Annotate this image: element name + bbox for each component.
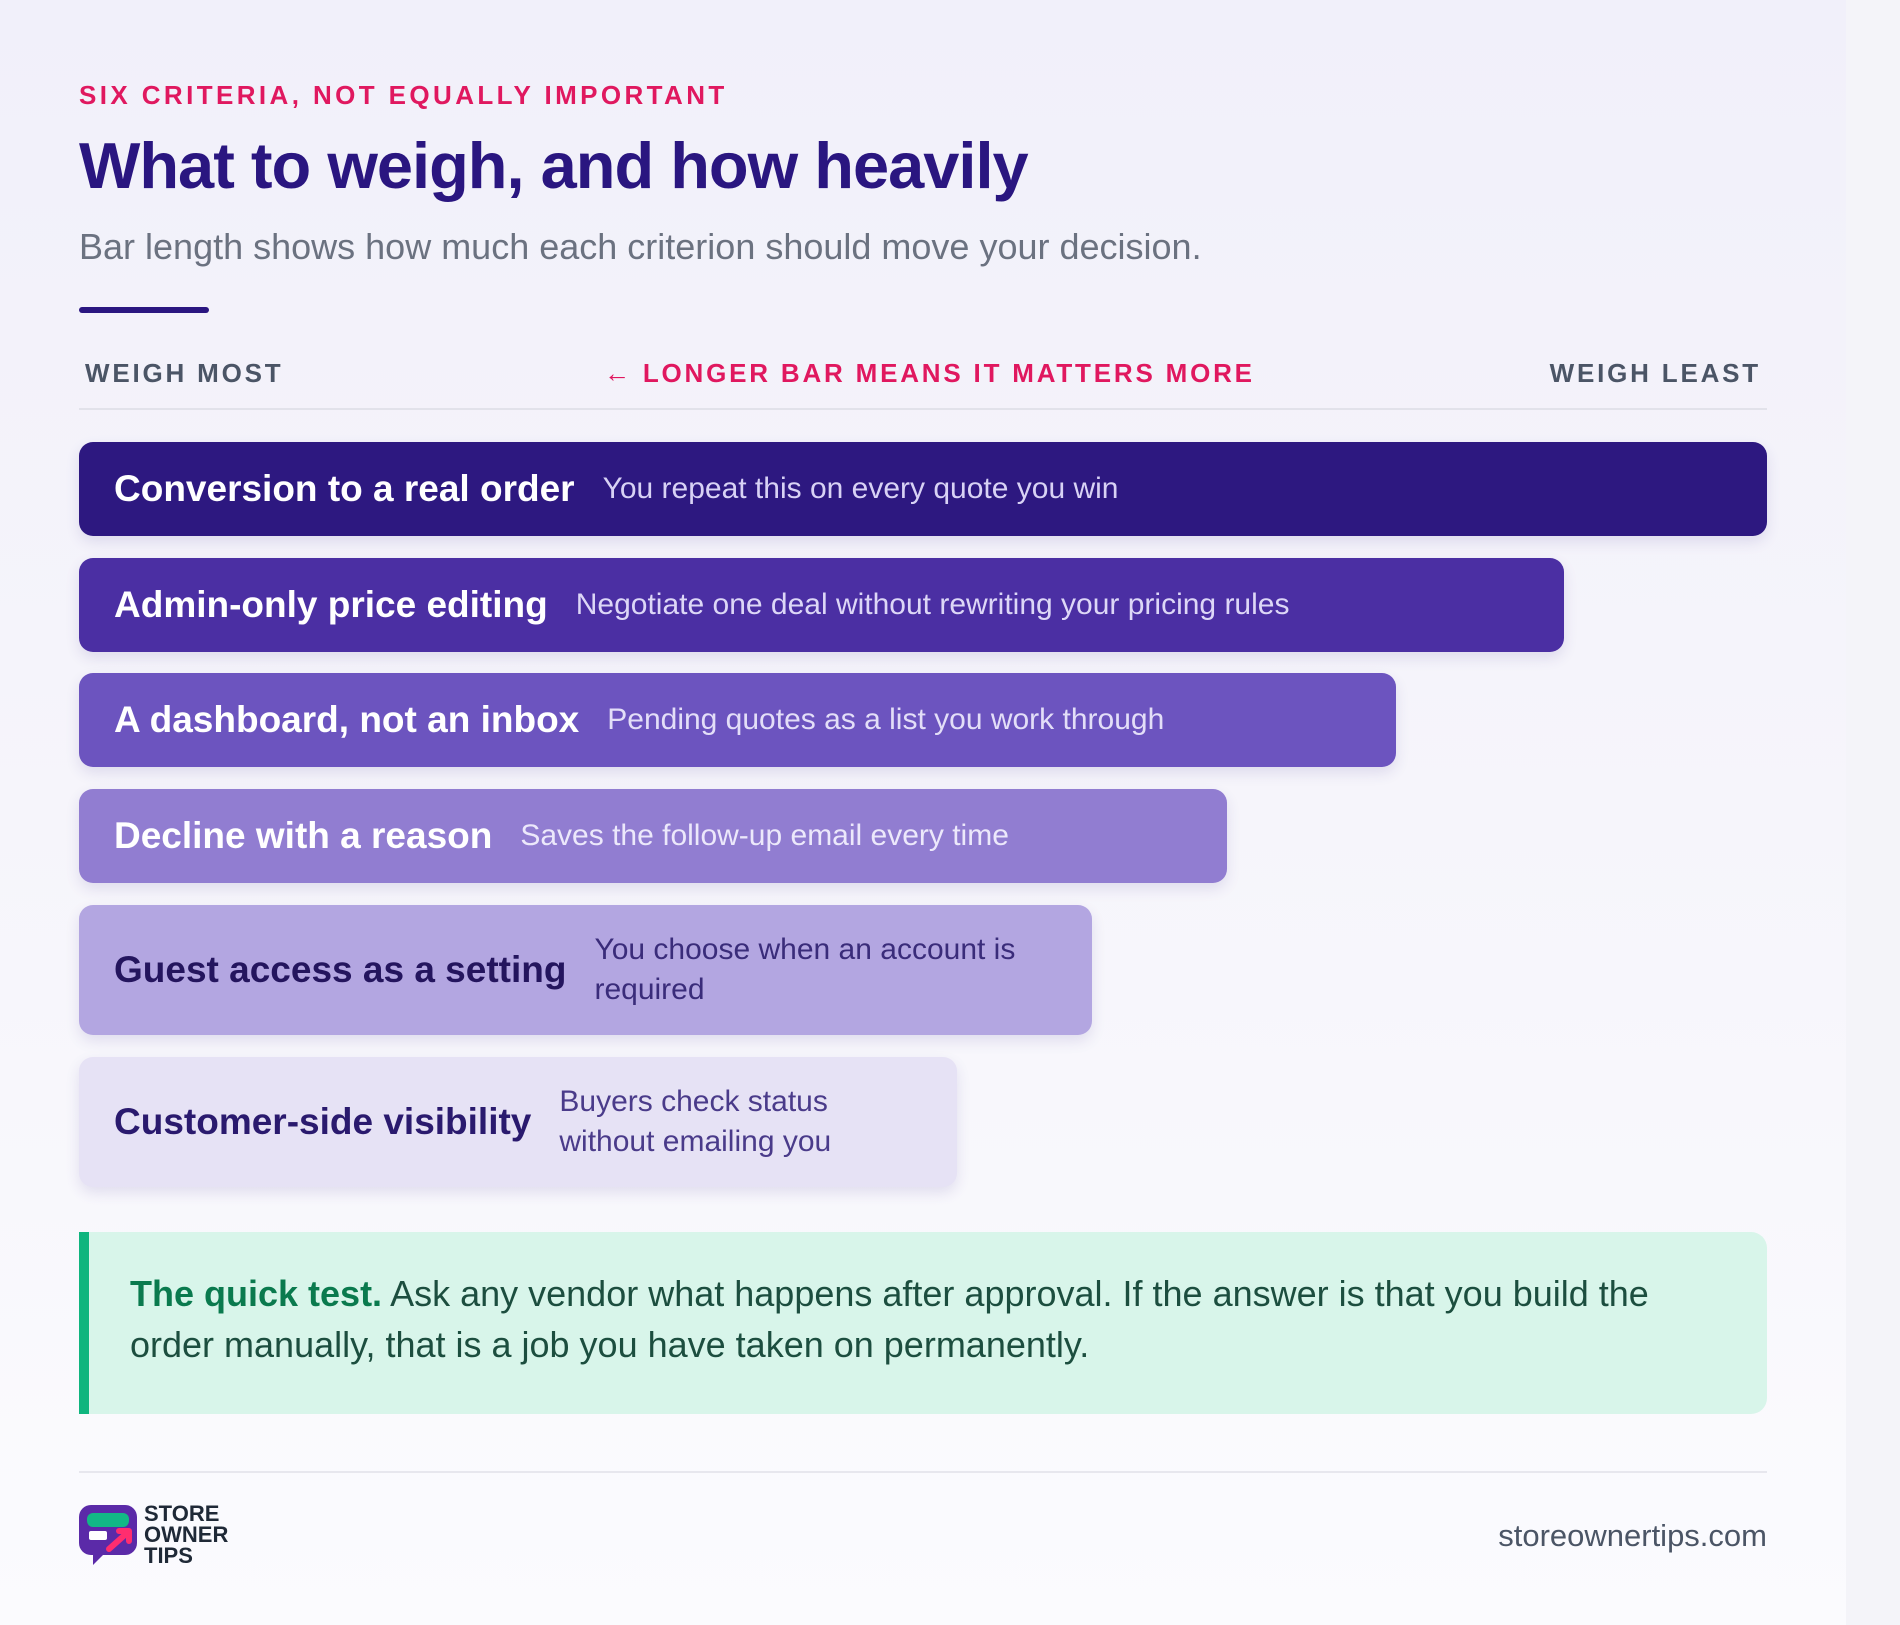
bar-annotation: You choose when an account is required (594, 933, 1016, 1006)
bar-annotation: Saves the follow-up email every time (520, 819, 1009, 852)
scale-middle-label: ← LONGER BAR MEANS IT MATTERS MORE (604, 358, 1255, 388)
eyebrow: SIX CRITERIA, NOT EQUALLY IMPORTANT (79, 80, 728, 110)
bar-annotation: Pending quotes as a list you work throug… (607, 703, 1165, 736)
site-url[interactable]: storeownertips.com (1498, 1518, 1767, 1553)
page-title: What to weigh, and how heavily (79, 129, 1029, 202)
bar-6: Customer-side visibility Buyers check sta… (79, 1057, 957, 1187)
callout-lead: The quick test. (130, 1273, 383, 1314)
title-underline (79, 307, 209, 313)
callout-body: Ask any vendor what happens after approv… (130, 1273, 1649, 1365)
bar-annotation: You repeat this on every quote you win (602, 472, 1119, 505)
bar-label: Decline with a reason (114, 815, 493, 856)
logo-line-2: OWNER (144, 1522, 229, 1547)
bar-1: Conversion to a real order You repeat thi… (79, 442, 1767, 536)
quick-test-callout: The quick test. Ask any vendor what happ… (79, 1232, 1767, 1414)
logo-line-1: STORE (144, 1501, 220, 1526)
bar-label: Admin-only price editing (114, 584, 548, 625)
bar-annotation: Buyers check status without emailing you (559, 1085, 832, 1158)
page-edge-strip (1846, 0, 1900, 1625)
scale-legend: WEIGH MOST ← LONGER BAR MEANS IT MATTERS… (79, 358, 1767, 392)
callout-text: The quick test. Ask any vendor what happ… (130, 1268, 1690, 1370)
scale-divider (79, 408, 1767, 410)
bar-annotation: Negotiate one deal without rewriting you… (575, 588, 1290, 621)
logo-line-3: TIPS (144, 1543, 193, 1568)
scale-right-label: WEIGH LEAST (1549, 358, 1761, 388)
bar-4: Decline with a reason Saves the follow-up… (79, 789, 1227, 883)
footer-divider (79, 1471, 1767, 1473)
bar-label: Conversion to a real order (114, 468, 575, 509)
page-subtitle: Bar length shows how much each criterion… (79, 226, 1202, 267)
bar-label: A dashboard, not an inbox (114, 699, 580, 740)
bar-label: Guest access as a setting (114, 949, 567, 990)
store-logo-icon (79, 1505, 137, 1565)
bar-label: Customer-side visibility (114, 1101, 532, 1142)
brand-logo[interactable]: STORE OWNER TIPS (79, 1503, 239, 1567)
bar-3: A dashboard, not an inbox Pending quotes … (79, 673, 1396, 767)
bar-5: Guest access as a setting You choose when… (79, 905, 1092, 1035)
scale-left-label: WEIGH MOST (85, 358, 284, 388)
logo-wordmark: STORE OWNER TIPS (144, 1501, 229, 1568)
bar-2: Admin-only price editing Negotiate one de… (79, 558, 1564, 652)
